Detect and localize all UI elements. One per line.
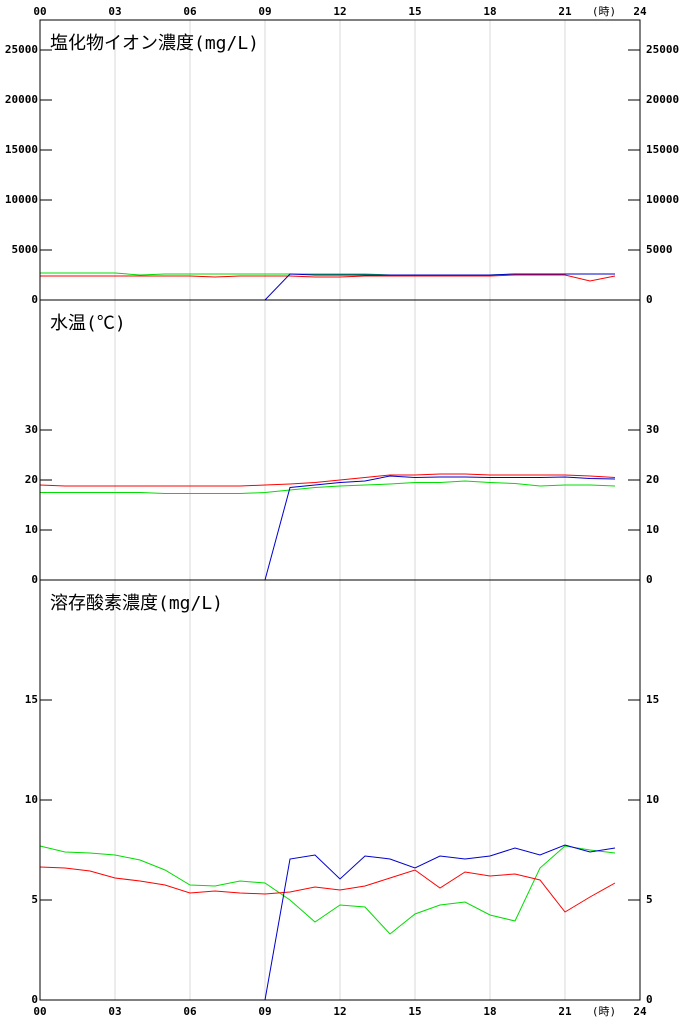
x-tick-label: 09 [258,1005,271,1018]
y-tick-label: 15000 [646,143,679,156]
y-tick-label: 20000 [646,93,679,106]
y-tick-label: 0 [646,993,653,1006]
y-tick-label: 10 [646,793,659,806]
y-tick-label: 0 [646,293,653,306]
x-tick-label: 03 [108,5,121,18]
y-tick-label: 5 [646,893,653,906]
x-tick-label: 18 [483,5,496,18]
y-tick-label: 20 [25,473,38,486]
x-tick-label: 06 [183,1005,197,1018]
x-tick-label: 09 [258,5,271,18]
series-line [40,274,616,282]
y-tick-label: 15 [25,693,38,706]
x-tick-label: 15 [408,1005,421,1018]
y-tick-label: 15 [646,693,659,706]
panel-title: 塩化物イオン濃度(mg/L) [50,33,259,54]
x-tick-label: 15 [408,5,421,18]
y-tick-label: 10 [646,523,659,536]
y-tick-label: 10000 [646,193,679,206]
y-tick-label: 10 [25,523,38,536]
y-tick-label: 5000 [646,243,673,256]
plot-frame [39,579,641,1001]
x-tick-label: 21 [558,1005,572,1018]
y-tick-label: 20000 [5,93,38,106]
y-tick-label: 0 [31,293,38,306]
x-axis-label: (時) [592,5,616,18]
series-line [39,473,616,487]
y-tick-label: 5000 [12,243,39,256]
y-tick-label: 15000 [5,143,38,156]
y-tick-label: 10000 [5,193,38,206]
series-line [40,480,616,494]
y-tick-label: 25000 [5,43,38,56]
y-tick-label: 5 [31,893,38,906]
panel-title: 水温(℃) [50,313,126,334]
x-tick-label: 00 [33,5,46,18]
x-tick-label: 06 [183,5,197,18]
x-tick-label: 24 [633,1005,647,1018]
x-tick-label: 21 [558,5,572,18]
y-tick-label: 0 [31,573,38,586]
x-tick-label: 00 [33,1005,46,1018]
x-tick-label: 03 [108,1005,121,1018]
series-line [39,845,616,935]
y-tick-label: 30 [646,423,659,436]
y-tick-label: 20 [646,473,659,486]
y-tick-label: 30 [25,423,38,436]
panel-title: 溶存酸素濃度(mg/L) [50,593,223,614]
x-tick-label: 24 [633,5,647,18]
series-line [39,866,616,913]
x-tick-label: 12 [333,1005,346,1018]
x-tick-label: 12 [333,5,346,18]
y-tick-label: 0 [646,573,653,586]
x-tick-label: 18 [483,1005,496,1018]
x-axis-label: (時) [592,1005,616,1018]
y-tick-label: 25000 [646,43,679,56]
y-tick-label: 10 [25,793,38,806]
y-tick-label: 0 [31,993,38,1006]
